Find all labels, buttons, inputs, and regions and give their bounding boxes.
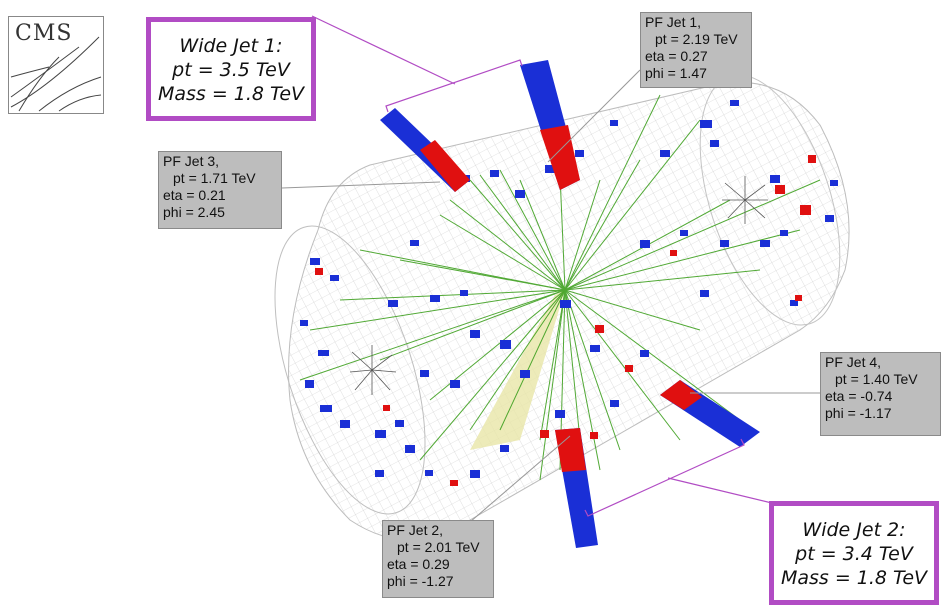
- wide-jet-1-mass: Mass = 1.8 TeV: [157, 82, 305, 105]
- wide-jet-1-pt: pt = 3.5 TeV: [172, 58, 290, 81]
- pf-jet-4-pt: pt = 1.40 TeV: [835, 371, 918, 387]
- pf-jet-2-phi: phi = -1.27: [387, 573, 454, 589]
- pf-jet-1-label: PF Jet 1, pt = 2.19 TeV eta = 0.27 phi =…: [640, 12, 752, 88]
- wide-jet-1-title: Wide Jet 1:: [179, 35, 283, 57]
- pf-jet-1-pt: pt = 2.19 TeV: [655, 31, 738, 47]
- endcap-vertex-left: [349, 345, 397, 395]
- wide-jet-1-bracket: [311, 15, 523, 113]
- pf-label-leaders: [281, 69, 820, 523]
- pf-jet-3-phi: phi = 2.45: [163, 204, 225, 220]
- pf-jet-1-phi: phi = 1.47: [645, 65, 707, 81]
- wide-jet-2-mass: Mass = 1.8 TeV: [780, 566, 928, 589]
- pf-jet-4-phi: phi = -1.17: [825, 405, 892, 421]
- pf-jet-4-name: PF Jet 4,: [825, 354, 882, 370]
- jet-tower-1: [520, 60, 580, 190]
- pf-jet-2-label: PF Jet 2, pt = 2.01 TeV eta = 0.29 phi =…: [382, 520, 494, 598]
- pf-jet-4-eta: eta = -0.74: [825, 388, 893, 404]
- jet-cone-shadow: [470, 290, 565, 450]
- pf-jet-3-eta: eta = 0.21: [163, 187, 226, 203]
- calorimeter-hits: [300, 100, 838, 486]
- wide-jet-2-box: Wide Jet 2: pt = 3.4 TeV Mass = 1.8 TeV: [769, 501, 939, 605]
- wide-jet-1-box: Wide Jet 1: pt = 3.5 TeV Mass = 1.8 TeV: [146, 17, 316, 121]
- pf-jet-4-label: PF Jet 4, pt = 1.40 TeV eta = -0.74 phi …: [820, 352, 941, 436]
- wide-jet-2-title: Wide Jet 2:: [802, 519, 906, 541]
- pf-jet-2-pt: pt = 2.01 TeV: [397, 539, 480, 555]
- cms-logo: CMS: [8, 16, 104, 114]
- wide-jet-2-pt: pt = 3.4 TeV: [795, 542, 913, 565]
- pf-jet-3-label: PF Jet 3, pt = 1.71 TeV eta = 0.21 phi =…: [158, 151, 282, 229]
- endcap-vertex-right: [722, 176, 768, 224]
- jet-tower-3: [380, 108, 470, 192]
- cms-logo-text: CMS: [15, 21, 73, 46]
- jet-tower-4: [660, 380, 760, 447]
- pf-jet-2-eta: eta = 0.29: [387, 556, 450, 572]
- pf-jet-2-name: PF Jet 2,: [387, 522, 444, 538]
- cms-logo-graphic: [10, 36, 102, 112]
- jet-tower-2: [555, 428, 598, 548]
- pf-jet-1-eta: eta = 0.27: [645, 48, 708, 64]
- pf-jet-3-name: PF Jet 3,: [163, 153, 220, 169]
- wide-jet-2-bracket: [584, 438, 781, 517]
- pf-jet-1-name: PF Jet 1,: [645, 14, 702, 30]
- pf-jet-3-pt: pt = 1.71 TeV: [173, 170, 256, 186]
